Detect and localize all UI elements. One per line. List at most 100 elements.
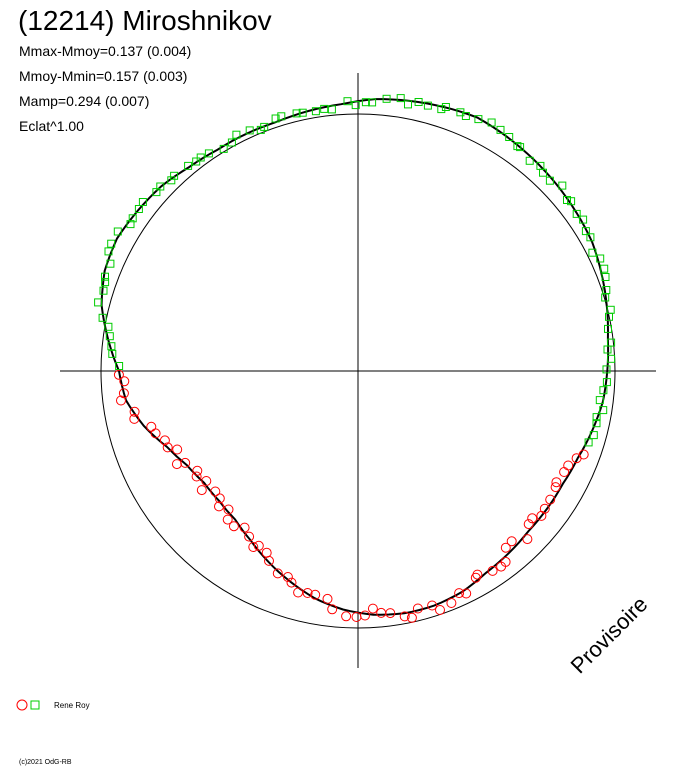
observation-circle (500, 542, 511, 553)
stat-mmax-mmoy: Mmax-Mmoy=0.137 (0.004) (19, 43, 192, 59)
observation-square (505, 133, 514, 141)
observation-square (441, 103, 450, 111)
observation-square (219, 144, 228, 153)
observation-circle (116, 395, 126, 406)
observation-circle (171, 459, 182, 470)
observation-circle (261, 547, 272, 558)
observation-circle (172, 444, 183, 455)
observation-square (107, 342, 116, 351)
observation-square (184, 161, 193, 170)
observation-square (99, 286, 108, 295)
observation-square (126, 220, 135, 229)
observation-circle (272, 568, 283, 579)
observation-square (525, 156, 534, 165)
observation-circle (327, 604, 338, 615)
fit-curve (100, 98, 610, 616)
observation-square (94, 298, 103, 307)
observation-square (601, 273, 610, 281)
observation-square (361, 98, 370, 107)
observation-square (592, 419, 601, 428)
observation-square (516, 143, 525, 152)
observation-square (134, 205, 143, 213)
observation-square (108, 349, 117, 358)
observation-circle (264, 555, 274, 566)
observation-square (487, 118, 496, 127)
observation-square (106, 259, 115, 268)
observation-square (437, 105, 446, 114)
observation-circle (248, 542, 259, 552)
chart-title: (12214) Miroshnikov (18, 5, 272, 36)
observation-circle (118, 388, 129, 399)
observation-square (606, 305, 615, 314)
observation-square (581, 227, 590, 236)
observation-square (232, 130, 241, 139)
observation-circle (406, 612, 417, 623)
observation-circle (578, 449, 589, 460)
observation-circle (551, 477, 562, 488)
observation-circle (322, 593, 333, 604)
observation-circle (435, 605, 445, 615)
observation-circle (399, 611, 410, 622)
observation-square (592, 413, 601, 422)
observation-circle (367, 603, 378, 614)
observation-circle (113, 369, 124, 380)
observation-square (404, 100, 412, 109)
observation-square (602, 378, 611, 387)
legend-square-marker (30, 700, 40, 710)
observation-square (396, 94, 405, 103)
legend-circle-marker (16, 699, 28, 711)
observation-square (101, 272, 109, 281)
legend-label: Rene Roy (54, 700, 90, 710)
legend: Rene Roy (16, 698, 90, 712)
observation-circle (201, 476, 212, 486)
observation-circle (129, 406, 140, 417)
observation-square (113, 227, 122, 236)
observation-square (104, 247, 113, 256)
observation-circle (214, 493, 225, 504)
observation-square (204, 149, 213, 158)
observation-circle (341, 611, 352, 622)
observation-circle (239, 522, 250, 533)
observation-square (277, 112, 286, 121)
observation-square (311, 107, 320, 116)
observation-circle (302, 588, 313, 598)
observation-circle (523, 519, 534, 530)
observation-square (474, 115, 483, 124)
observation-square (596, 254, 605, 263)
observation-circle (159, 435, 170, 446)
observation-circle (293, 587, 304, 598)
observation-square (292, 109, 301, 118)
observation-circle (191, 471, 202, 482)
observation-square (589, 431, 598, 440)
observation-circle (129, 413, 140, 424)
observation-square (271, 114, 280, 123)
observation-circle (539, 503, 550, 514)
observation-square (604, 324, 612, 333)
observation-circle (360, 610, 370, 621)
observation-square (343, 97, 352, 106)
observation-circle (119, 376, 130, 387)
observation-square (588, 248, 597, 257)
observation-square (595, 396, 604, 405)
observation-circle (162, 442, 173, 453)
observation-square (602, 365, 611, 374)
observation-square (599, 386, 608, 395)
observation-circle (376, 607, 387, 618)
observation-circle (196, 485, 207, 496)
reference-circle (100, 113, 616, 629)
observation-square (496, 125, 505, 134)
observation-square (192, 157, 201, 166)
observation-square (245, 126, 254, 135)
observation-square (104, 322, 113, 331)
observation-circle (461, 588, 472, 599)
observation-circle (550, 482, 561, 493)
observation-circle (545, 494, 556, 505)
observation-square (167, 176, 176, 185)
observation-square (298, 108, 307, 117)
observation-square (105, 332, 114, 341)
observation-square (563, 196, 571, 204)
observation-square (607, 354, 616, 363)
observation-circle (253, 540, 264, 551)
observation-square (128, 214, 137, 223)
